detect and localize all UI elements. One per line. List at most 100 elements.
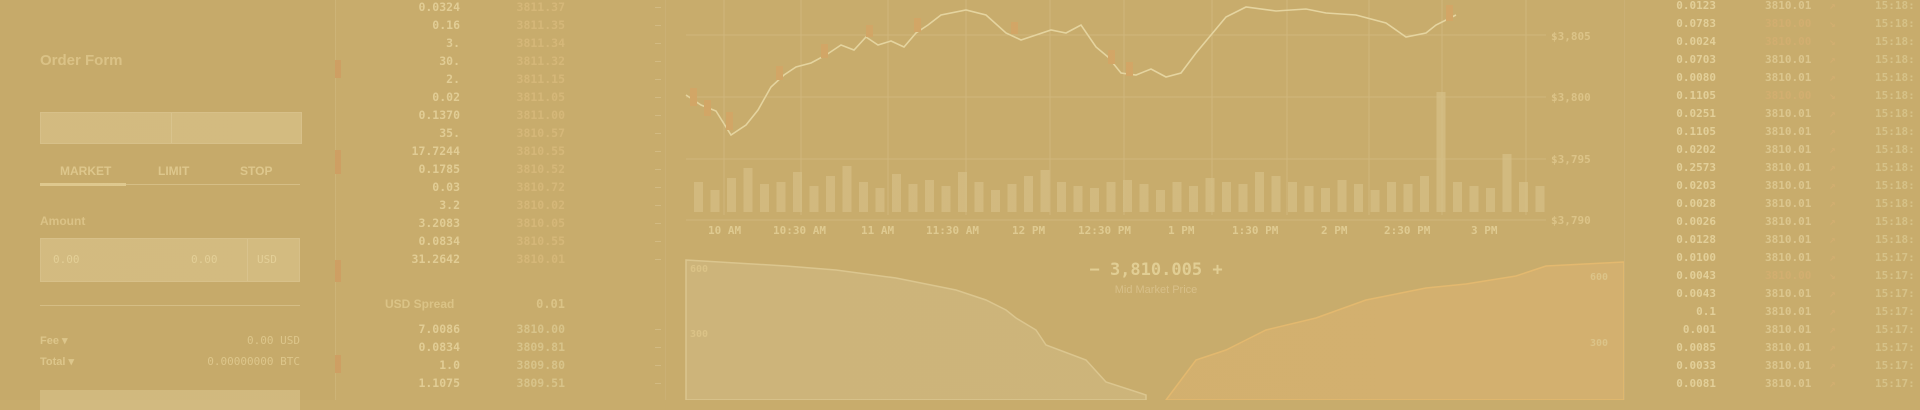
price-line <box>685 6 1457 137</box>
arrow-up-icon: ↗ <box>1829 215 1836 228</box>
trade-size: 0.2573 <box>1676 161 1716 174</box>
volume-bar <box>710 190 720 212</box>
x-axis-label: 1:30 PM <box>1232 224 1279 237</box>
trade-row: 0.1105 3810.00 ↘ 15:18: <box>1625 89 1920 107</box>
tab-limit[interactable]: LIMIT <box>158 164 190 178</box>
ask-row[interactable]: 17.7244 3810.55 <box>335 144 665 162</box>
volume-bar <box>1189 186 1198 212</box>
volume-bar <box>1255 172 1264 212</box>
trade-time: 15:17: <box>1875 287 1915 300</box>
zoom-out-button[interactable]: − <box>1089 260 1100 280</box>
sell-toggle[interactable] <box>171 113 302 143</box>
trade-row: 0.001 3810.01 ↗ 15:17: <box>1625 323 1920 341</box>
ask-row[interactable]: 0.16 3811.35 <box>335 18 665 36</box>
total-row[interactable]: Total ▾ 0.00000000 BTC <box>40 355 300 371</box>
trade-price: 3810.01 <box>1765 305 1812 318</box>
volume-bar <box>1370 190 1380 212</box>
arrow-up-icon: ↗ <box>1829 107 1836 120</box>
place-order-button[interactable] <box>40 390 300 410</box>
ask-row[interactable]: 3. 3811.34 <box>335 36 665 54</box>
depth-asks <box>1165 261 1624 400</box>
ask-price: 3811.05 <box>516 90 565 104</box>
ask-size: 0.0834 <box>418 234 460 248</box>
x-axis-label: 3 PM <box>1471 224 1498 237</box>
ask-row[interactable]: 35. 3810.57 <box>335 126 665 144</box>
ask-row[interactable]: 0.03 3810.72 <box>335 180 665 198</box>
volume-bar <box>1519 182 1528 212</box>
volume-bar <box>1172 182 1182 212</box>
trade-time: 15:18: <box>1875 179 1915 192</box>
volume-bar <box>1073 186 1083 212</box>
amount-input[interactable]: 0.00 0.00 USD <box>40 238 300 282</box>
volume-bar <box>1007 184 1017 212</box>
ask-row[interactable]: 3.2083 3810.05 <box>335 216 665 234</box>
trade-price: 3810.01 <box>1765 251 1812 264</box>
bid-row[interactable]: 1.0 3809.80 <box>335 358 665 376</box>
ask-row[interactable]: 2. 3811.15 <box>335 72 665 90</box>
arrow-up-icon: ↗ <box>1829 323 1836 336</box>
depth-axis-label: 300 <box>1590 338 1609 349</box>
ask-size: 0.02 <box>432 90 460 104</box>
price-chart-canvas[interactable] <box>666 0 1624 400</box>
trade-time: 15:18: <box>1875 89 1915 102</box>
trade-size: 0.0251 <box>1676 107 1716 120</box>
bid-row[interactable]: 7.0086 3810.00 <box>335 322 665 340</box>
zoom-in-button[interactable]: + <box>1212 260 1223 280</box>
buy-sell-toggle[interactable] <box>40 112 302 144</box>
trade-price: 3810.01 <box>1765 287 1812 300</box>
ask-size: 0.1785 <box>418 162 460 176</box>
ask-size: 0.0324 <box>418 0 460 14</box>
trade-size: 0.0026 <box>1676 215 1716 228</box>
arrow-up-icon: ↗ <box>1829 161 1836 174</box>
row-tick <box>655 7 661 8</box>
ask-row[interactable]: 3.2 3810.02 <box>335 198 665 216</box>
tab-market[interactable]: MARKET <box>60 164 112 178</box>
trade-time: 15:18: <box>1875 197 1915 210</box>
depth-axis-label: 600 <box>690 264 709 275</box>
trade-price: 3810.01 <box>1765 143 1812 156</box>
trade-time: 15:17: <box>1875 377 1915 390</box>
bid-row[interactable]: 0.0834 3809.81 <box>335 340 665 358</box>
ask-row[interactable]: 31.2642 3810.01 <box>335 252 665 270</box>
price-chart[interactable]: $3,805 $3,800 $3,795 $3,790 10 AM 10:30 … <box>666 0 1624 400</box>
volume-bar <box>1403 184 1413 212</box>
trade-time: 15:18: <box>1875 35 1915 48</box>
ask-row[interactable]: 0.0834 3810.55 <box>335 234 665 252</box>
ask-price: 3810.02 <box>516 198 565 212</box>
trade-row: 0.0783 3810.00 ↘ 15:18: <box>1625 17 1920 35</box>
volume-bar <box>1288 182 1297 212</box>
volume-bar <box>809 186 819 212</box>
arrow-up-icon: ↗ <box>1829 53 1836 66</box>
ask-row[interactable]: 0.1785 3810.52 <box>335 162 665 180</box>
form-divider <box>40 305 300 306</box>
x-axis-label: 11:30 AM <box>926 224 979 237</box>
arrow-up-icon: ↗ <box>1829 179 1836 192</box>
bid-size: 1.1075 <box>418 376 460 390</box>
ask-row[interactable]: 0.0324 3811.37 <box>335 0 665 18</box>
arrow-down-icon: ↘ <box>1829 269 1836 282</box>
arrow-up-icon: ↗ <box>1829 251 1836 264</box>
buy-toggle[interactable] <box>41 113 171 143</box>
fee-row[interactable]: Fee ▾ 0.00 USD <box>40 334 300 350</box>
tab-stop[interactable]: STOP <box>240 164 273 178</box>
candle <box>726 112 733 130</box>
total-label[interactable]: Total ▾ <box>40 356 75 368</box>
ask-row[interactable]: 0.02 3811.05 <box>335 90 665 108</box>
ask-row[interactable]: 0.1370 3811.00 <box>335 108 665 126</box>
volume-bar <box>842 166 852 212</box>
fee-label[interactable]: Fee ▾ <box>40 335 68 347</box>
bid-size: 1.0 <box>439 358 460 372</box>
volume-bar <box>991 190 1000 212</box>
volume-bar <box>826 176 835 212</box>
bid-row[interactable]: 1.1075 3809.51 <box>335 376 665 394</box>
trade-price: 3810.01 <box>1765 359 1812 372</box>
volume-bar <box>1387 182 1396 212</box>
trade-time: 15:18: <box>1875 215 1915 228</box>
volume-bar <box>760 184 769 212</box>
row-tick <box>655 365 661 366</box>
trade-row: 0.0024 3810.00 ↘ 15:18: <box>1625 35 1920 53</box>
ask-row[interactable]: 30. 3811.32 <box>335 54 665 72</box>
trade-price: 3810.01 <box>1765 215 1812 228</box>
trade-price: 3810.01 <box>1765 377 1812 390</box>
volume-bar <box>974 182 984 212</box>
